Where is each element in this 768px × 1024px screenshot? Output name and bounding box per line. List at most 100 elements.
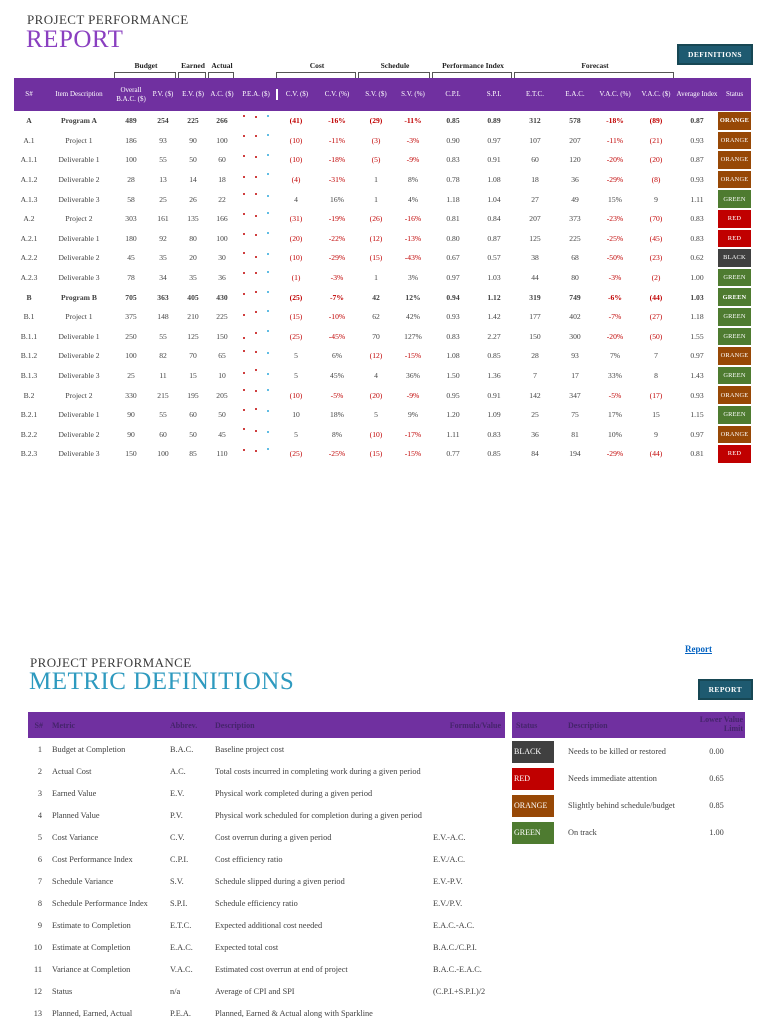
definition-cell: Actual Cost bbox=[52, 766, 92, 776]
legend-description: Needs immediate attention bbox=[568, 774, 657, 783]
report-cell-cv_pct: -5% bbox=[330, 390, 344, 400]
definition-cell: Schedule slipped during a given period bbox=[215, 876, 345, 886]
status-badge: ORANGE bbox=[718, 170, 751, 189]
report-cell-eac: 578 bbox=[569, 116, 581, 126]
report-cell-bac: 100 bbox=[125, 155, 137, 165]
report-cell-id: A.1.2 bbox=[20, 175, 38, 185]
pea-sparkline bbox=[236, 425, 276, 445]
sparkline-dot bbox=[267, 153, 269, 156]
table-row: A.1.3 Deliverable 3 58 25 26 22 4 16% 1 4% 1.18 1.0… bbox=[14, 189, 751, 209]
pea-sparkline bbox=[236, 444, 276, 464]
report-button[interactable]: REPORT bbox=[697, 679, 753, 700]
report-cell-sv_pct: 3% bbox=[407, 273, 419, 283]
table-row: A.1.2 Deliverable 2 28 13 14 18 (4) -31% 1 8% 0.78… bbox=[14, 170, 751, 190]
status-cell: GREEN bbox=[718, 287, 751, 307]
legend-column-header: Lower Value Limit bbox=[699, 715, 743, 733]
legend-limit: 1.00 bbox=[709, 828, 724, 837]
definition-cell: B.A.C.-E.A.C. bbox=[433, 964, 482, 974]
report-cell-etc: 142 bbox=[529, 390, 541, 400]
sparkline-dot bbox=[255, 389, 257, 392]
report-cell-id: B.2 bbox=[23, 390, 35, 400]
pea-sparkline bbox=[236, 111, 276, 131]
report-cell-bac: 90 bbox=[127, 410, 135, 420]
report-cell-cv: 5 bbox=[294, 351, 298, 361]
report-cell-cpi: 0.95 bbox=[446, 390, 460, 400]
report-cell-etc: 27 bbox=[531, 194, 539, 204]
definition-cell: 3 bbox=[37, 788, 42, 798]
report-cell-vac_pct: -5% bbox=[608, 390, 622, 400]
report-cell-cv_pct: -45% bbox=[328, 331, 346, 341]
definitions-button[interactable]: DEFINITIONS bbox=[677, 44, 753, 65]
definition-cell: Expected additional cost needed bbox=[215, 920, 323, 930]
definition-cell: 9 bbox=[37, 920, 42, 930]
report-cell-vac: (2) bbox=[651, 273, 661, 283]
definition-row: 2 Actual Cost A.C. Total costs incurred in … bbox=[28, 760, 505, 782]
definition-cell: Physical work completed during a given p… bbox=[215, 788, 373, 798]
status-cell: GREEN bbox=[718, 405, 751, 425]
sparkline-dot bbox=[243, 134, 245, 137]
status-badge: GREEN bbox=[718, 405, 751, 424]
report-cell-avg: 0.93 bbox=[690, 175, 704, 185]
report-cell-vac: 15 bbox=[652, 410, 660, 420]
definition-cell: 6 bbox=[37, 854, 42, 864]
definition-row: 13 Planned, Earned, Actual P.E.A. Planned, … bbox=[28, 1002, 505, 1024]
report-cell-avg: 1.00 bbox=[690, 273, 704, 283]
report-cell-vac_pct: -20% bbox=[606, 155, 624, 165]
pea-sparkline bbox=[236, 346, 276, 366]
sparkline-dot bbox=[243, 409, 245, 412]
report-cell-sv: (12) bbox=[369, 351, 383, 361]
report-cell-vac: (8) bbox=[651, 175, 661, 185]
report-cell-bac: 28 bbox=[127, 175, 135, 185]
report-cell-desc: Deliverable 2 bbox=[58, 253, 100, 263]
definition-cell: B.A.C. bbox=[170, 744, 194, 754]
pea-sparkline bbox=[236, 248, 276, 268]
report-cell-pv: 35 bbox=[159, 253, 167, 263]
definition-row: 1 Budget at Completion B.A.C. Baseline proj… bbox=[28, 738, 505, 760]
report-cell-sv_pct: 4% bbox=[407, 194, 419, 204]
report-cell-cv_pct: -16% bbox=[328, 116, 346, 126]
report-cell-id: B.2.1 bbox=[20, 410, 38, 420]
report-cell-sv_pct: 36% bbox=[406, 371, 420, 381]
report-cell-pv: 100 bbox=[157, 449, 169, 459]
table-row: B.2.3 Deliverable 3 150 100 85 110 (25) -25% (15… bbox=[14, 444, 751, 464]
report-cell-avg: 1.18 bbox=[690, 312, 704, 322]
legend-column-header: Status bbox=[516, 720, 538, 730]
report-cell-spi: 0.83 bbox=[487, 429, 501, 439]
legend-description: On track bbox=[568, 828, 597, 837]
sparkline-dot bbox=[267, 134, 269, 137]
report-cell-pv: 55 bbox=[159, 331, 167, 341]
report-cell-vac_pct: -50% bbox=[606, 253, 624, 263]
report-cell-ac: 166 bbox=[216, 214, 228, 224]
report-cell-cv_pct: -29% bbox=[328, 253, 346, 263]
definition-cell: Schedule Variance bbox=[52, 876, 114, 886]
report-cell-cpi: 0.83 bbox=[446, 331, 460, 341]
report-cell-sv_pct: -43% bbox=[404, 253, 422, 263]
report-column-header: C.V. (%) bbox=[324, 90, 350, 99]
report-cell-etc: 312 bbox=[529, 116, 541, 126]
report-cell-etc: 18 bbox=[531, 175, 539, 185]
report-cell-etc: 7 bbox=[533, 371, 537, 381]
definition-cell: Baseline project cost bbox=[215, 744, 285, 754]
report-cell-spi: 1.09 bbox=[487, 410, 501, 420]
report-cell-cv_pct: -3% bbox=[330, 273, 344, 283]
table-row: A.1.1 Deliverable 1 100 55 50 60 (10) -18% (5) -9… bbox=[14, 150, 751, 170]
definition-cell: 13 bbox=[33, 1008, 42, 1018]
report-cell-vac: (23) bbox=[649, 253, 663, 263]
report-cell-ev: 50 bbox=[189, 429, 197, 439]
table-row: A.2.1 Deliverable 1 180 92 80 100 (20) -22% (12)… bbox=[14, 229, 751, 249]
report-cell-ac: 65 bbox=[218, 351, 226, 361]
definition-cell: E.V./P.V. bbox=[433, 898, 463, 908]
report-cell-cv: 5 bbox=[294, 371, 298, 381]
report-column-header: P.V. ($) bbox=[152, 90, 174, 99]
table-row: B.1.1 Deliverable 1 250 55 125 150 (25) -45% 70 1… bbox=[14, 327, 751, 347]
report-cell-cpi: 0.83 bbox=[446, 155, 460, 165]
report-cell-id: B.2.3 bbox=[20, 449, 38, 459]
report-cell-avg: 0.97 bbox=[690, 351, 704, 361]
report-cell-avg: 0.81 bbox=[690, 449, 704, 459]
status-cell: GREEN bbox=[718, 366, 751, 386]
report-cell-avg: 1.43 bbox=[690, 371, 704, 381]
report-cell-desc: Project 1 bbox=[65, 135, 93, 145]
report-cell-vac_pct: -6% bbox=[608, 292, 622, 302]
report-cell-id: B.1.3 bbox=[20, 371, 38, 381]
report-link[interactable]: Report bbox=[685, 644, 712, 654]
